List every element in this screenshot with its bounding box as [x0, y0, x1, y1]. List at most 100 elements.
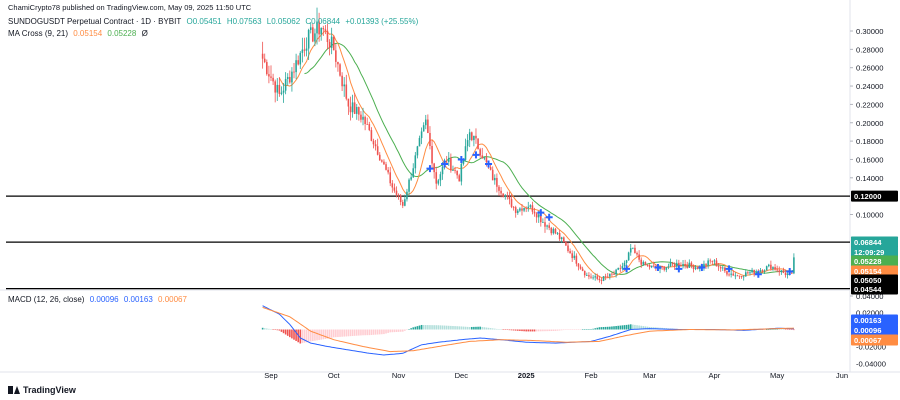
- ohlc-low: L0.05062: [266, 17, 301, 26]
- macd-histogram-bar: [590, 329, 592, 330]
- candle-body: [293, 71, 295, 73]
- macd-histogram-bar: [493, 328, 496, 330]
- macd-histogram-bar: [571, 329, 573, 330]
- macd-legend: MACD (12, 26, close) 0.00096 0.00163 0.0…: [8, 295, 190, 304]
- candle-body: [609, 273, 611, 277]
- macd-value: 0.00096: [89, 295, 119, 304]
- candle-body: [690, 262, 693, 266]
- candle-body: [709, 260, 712, 262]
- ohlc-open: O0.05451: [186, 17, 222, 26]
- macd-histogram-bar: [525, 329, 527, 332]
- candle-body: [401, 202, 404, 206]
- price-axis[interactable]: 0.30000 0.28000 0.26000 0.24000 0.22000 0.200…: [850, 27, 886, 369]
- macd-hist-value: 0.00067: [158, 295, 187, 304]
- macd-histogram-bar: [270, 329, 272, 330]
- candle-body: [661, 266, 663, 267]
- candle-body: [703, 263, 705, 268]
- ohlc-high: H0.07563: [226, 17, 262, 26]
- ma-cross-marker: [472, 151, 480, 159]
- macd-histogram-bar: [445, 325, 448, 330]
- candle-body: [667, 266, 670, 268]
- candle-body: [320, 27, 322, 35]
- candle-body: [420, 131, 423, 139]
- macd-histogram-bar: [450, 325, 452, 330]
- ma-cross-marker: [754, 270, 762, 278]
- candle-body: [675, 262, 678, 267]
- macd-histogram-bar: [368, 329, 371, 336]
- candle-body: [360, 114, 362, 120]
- tradingview-logo-text: TradingView: [23, 385, 76, 395]
- candle-body: [397, 194, 400, 196]
- candle-body: [330, 36, 333, 48]
- macd-histogram-bar: [470, 326, 473, 330]
- candle-body: [646, 265, 649, 266]
- candle-body: [458, 175, 461, 182]
- macd-histogram-bar: [345, 329, 348, 337]
- macd-histogram-bar: [328, 329, 331, 339]
- macd-histogram-bar: [404, 329, 406, 331]
- candle-body: [544, 222, 546, 227]
- macd-histogram-bar: [326, 329, 329, 339]
- candle-body: [286, 76, 289, 80]
- candle-body: [314, 33, 316, 42]
- candle-body: [767, 264, 770, 267]
- candle-body: [445, 161, 448, 163]
- macd-histogram-bar: [638, 325, 640, 330]
- candle-body: [726, 271, 728, 275]
- macd-histogram-bar: [519, 329, 521, 331]
- macd-histogram-bar: [479, 326, 481, 330]
- candle-body: [335, 50, 337, 62]
- macd-histogram-bar: [554, 329, 557, 331]
- candle-body: [441, 166, 444, 175]
- macd-histogram-bar: [441, 325, 444, 330]
- macd-histogram-bar: [437, 325, 440, 330]
- candle-body: [577, 263, 580, 267]
- macd-histogram-bar: [498, 329, 500, 330]
- macd-histogram-bar: [376, 329, 379, 335]
- ma-cross-markers: [426, 151, 794, 278]
- ma-cross-marker: [426, 165, 434, 173]
- ma-hidden-icon[interactable]: Ø: [141, 29, 148, 38]
- macd-histogram-bar: [767, 329, 770, 330]
- macd-histogram-bar: [337, 329, 339, 338]
- candle-body: [573, 255, 576, 259]
- candle-body: [550, 227, 553, 234]
- time-axis[interactable]: Sep Oct Nov Dec 2025 Feb Mar Apr May Jun: [264, 371, 848, 380]
- macd-histogram-bar: [305, 329, 308, 343]
- candle-body: [535, 213, 538, 218]
- macd-histogram-bar: [389, 329, 392, 333]
- macd-histogram-bar: [335, 329, 337, 338]
- candle-body: [692, 265, 695, 269]
- candle-body: [291, 71, 293, 83]
- macd-tick-label: -0.02000: [856, 343, 886, 352]
- attribution-text: ChamiCrypto78 published on TradingView.c…: [8, 3, 252, 12]
- macd-histogram-bar: [556, 329, 559, 331]
- macd-histogram-bar: [427, 325, 429, 330]
- macd-label[interactable]: MACD (12, 26, close): [8, 295, 85, 304]
- candle-body: [366, 124, 369, 125]
- macd-histogram-bar: [408, 329, 410, 330]
- ma-cross-marker: [485, 160, 493, 168]
- candle-body: [755, 271, 758, 274]
- tradingview-logo[interactable]: TradingView: [8, 385, 76, 395]
- macd-histogram-bar: [309, 329, 312, 342]
- price-tag-bg: [851, 265, 898, 277]
- candle-body: [358, 107, 360, 115]
- ma-cross-marker: [698, 263, 706, 271]
- price-tick-label: 0.28000: [856, 45, 883, 54]
- symbol-title[interactable]: SUNDOGUSDT Perpetual Contract · 1D · BYB…: [8, 17, 182, 26]
- macd-histogram-bar: [644, 326, 647, 330]
- candle-body: [475, 135, 477, 139]
- macd-histogram-bar: [521, 329, 523, 332]
- symbol-legend: SUNDOGUSDT Perpetual Contract · 1D · BYB…: [8, 17, 421, 26]
- candle-body: [435, 172, 438, 184]
- ma-label[interactable]: MA Cross (9, 21): [8, 29, 69, 38]
- candle-body: [368, 124, 371, 131]
- candle-body: [349, 106, 352, 113]
- candle-body: [326, 30, 329, 42]
- macd-histogram-bar: [569, 329, 571, 330]
- candle-body: [410, 177, 412, 180]
- time-tick-label: Nov: [392, 371, 406, 380]
- candle-body: [355, 107, 358, 114]
- macd-histogram-bar: [623, 325, 626, 330]
